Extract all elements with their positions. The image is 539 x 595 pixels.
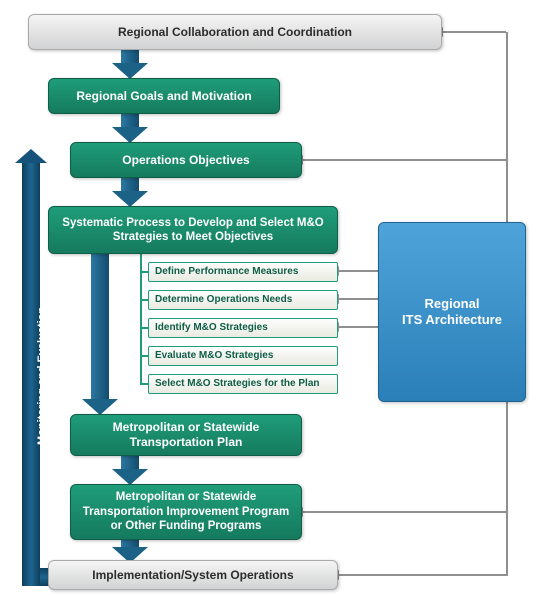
box-improve-label: Metropolitan or Statewide Transportation… (81, 490, 291, 533)
subbox-determine-needs-label: Determine Operations Needs (155, 294, 292, 305)
box-objectives: Operations Objectives (70, 142, 302, 178)
box-objectives-label: Operations Objectives (122, 153, 249, 168)
monitor-bar-arrowhead (15, 149, 47, 163)
subbox-define-perf: Define Performance Measures (148, 262, 338, 282)
box-regional-its: Regional ITS Architecture (378, 222, 526, 402)
box-collab: Regional Collaboration and Coordination (28, 14, 442, 50)
subbox-identify-strat-label: Identify M&O Strategies (155, 322, 268, 333)
subbox-evaluate-strat: Evaluate M&O Strategies (148, 346, 338, 366)
subflow-tick-3 (140, 327, 148, 329)
monitor-bar-label: Monitoring and Evaluation (36, 307, 48, 445)
subflow-tick-4 (140, 355, 148, 357)
subbox-select-strat: Select M&O Strategies for the Plan (148, 374, 338, 394)
connector-to-sub2 (338, 298, 378, 300)
connector-to-collab (442, 31, 506, 33)
subflow-spine (140, 254, 142, 384)
subflow-tick-2 (140, 299, 148, 301)
subbox-define-perf-label: Define Performance Measures (155, 266, 298, 277)
subbox-select-strat-label: Select M&O Strategies for the Plan (155, 378, 320, 389)
connector-to-sub3 (338, 326, 378, 328)
box-goals: Regional Goals and Motivation (48, 78, 280, 114)
connector-to-impl (338, 574, 506, 576)
box-goals-label: Regional Goals and Motivation (76, 89, 251, 104)
box-improve: Metropolitan or Statewide Transportation… (70, 484, 302, 540)
box-metro-plan: Metropolitan or Statewide Transportation… (70, 414, 302, 456)
box-regional-its-label: Regional ITS Architecture (402, 296, 502, 329)
box-process: Systematic Process to Develop and Select… (48, 206, 338, 254)
subflow-tick-1 (140, 271, 148, 273)
subbox-identify-strat: Identify M&O Strategies (148, 318, 338, 338)
box-impl-label: Implementation/System Operations (92, 568, 293, 583)
subbox-determine-needs: Determine Operations Needs (148, 290, 338, 310)
connector-to-sub1 (338, 270, 378, 272)
connector-to-improve (302, 511, 506, 513)
box-collab-label: Regional Collaboration and Coordination (118, 25, 352, 40)
box-metro-plan-label: Metropolitan or Statewide Transportation… (81, 420, 291, 450)
box-impl: Implementation/System Operations (48, 560, 338, 590)
diagram-canvas: { "colors": { "green_box_top": "#1f9d7a"… (0, 0, 539, 595)
subbox-evaluate-strat-label: Evaluate M&O Strategies (155, 350, 273, 361)
connector-to-objectives (302, 159, 506, 161)
subflow-tick-5 (140, 383, 148, 385)
box-process-label: Systematic Process to Develop and Select… (59, 216, 327, 245)
